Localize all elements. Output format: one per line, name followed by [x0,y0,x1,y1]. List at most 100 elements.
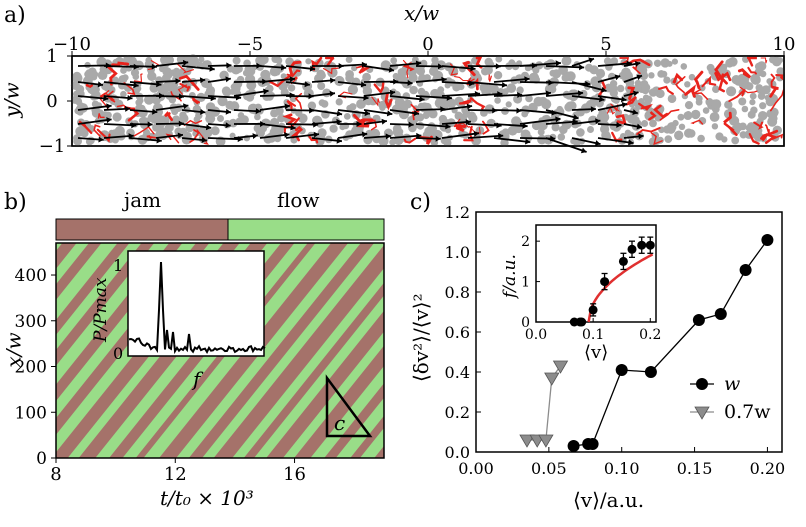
flow-stripe [143,243,332,458]
y-tick-label: 0.4 [445,363,470,382]
particle [538,120,548,131]
force-chain [133,126,155,137]
arrow-head [555,60,561,67]
particle [75,126,86,137]
particle [221,86,231,96]
arrow-head [600,86,607,93]
particle [481,67,490,76]
particle [641,86,650,95]
velocity-arrow [311,109,343,116]
particle [362,72,371,82]
particle [698,117,707,125]
data-point-w [714,308,727,320]
particle [493,71,503,80]
particle [275,56,283,64]
velocity-arrow [233,89,269,97]
arrow-head [127,95,133,101]
velocity-arrow [441,81,475,85]
force-chain [723,122,738,136]
arrow-head [330,77,336,84]
force-chain [728,88,746,103]
particle [417,87,426,96]
arrow-head [580,147,587,154]
velocity-arrow [441,105,473,111]
velocity-arrow [363,65,395,72]
particle [70,80,80,90]
particle [345,56,353,63]
particle [741,105,749,113]
force-chain [723,111,732,124]
particle [234,64,243,73]
force-chain [454,76,470,82]
particle [210,126,220,136]
arrow-head [408,121,414,128]
panel-b-ticks: 8 12 16 0 100 200 300 400 [15,266,306,485]
data-point-07w [538,434,554,448]
force-chain [637,102,653,111]
particle [205,85,216,96]
arrow-head [636,74,642,81]
arrow-head [308,93,314,100]
legend-label-07w: 0.7w [724,401,771,423]
flow-stripe [56,243,118,320]
velocity-arrow [571,95,605,101]
particle [179,111,187,119]
particle [749,99,756,106]
arrow-head [151,63,157,70]
particle [769,56,777,64]
velocity-arrow [441,65,476,70]
particle [181,134,192,145]
particle [362,86,373,96]
arrow-head [588,57,594,64]
particle [709,112,720,122]
particle [114,125,125,137]
particle [428,109,438,119]
velocity-arrow [571,81,607,92]
particle [320,100,329,108]
particle [695,98,703,106]
force-chain [105,90,116,103]
force-chain [760,57,768,64]
arrow-head [386,110,393,117]
force-chain [106,65,118,86]
arrow-head [284,132,290,138]
data-point-w [739,264,752,276]
panel-a-label: a) [4,3,26,28]
particle [290,136,298,144]
velocity-arrow [363,91,396,97]
particle [587,126,594,133]
inset-data-point [600,277,610,287]
force-chain [737,68,752,79]
particle [754,62,763,71]
y-tick-label: 0 [46,91,57,112]
particle [217,115,224,122]
arrow-head [634,61,641,67]
particle [228,118,238,128]
force-chain [282,113,298,126]
flow-stripe [202,243,384,458]
particle [609,80,618,88]
force-chain [93,124,101,137]
particle [257,57,266,67]
particle [171,108,179,116]
force-chain [658,85,674,95]
force-chain [384,92,393,111]
data-point-w [644,366,657,378]
force-chain [288,60,302,76]
force-chain [746,56,757,67]
velocity-arrow [545,109,579,120]
force-chain [690,119,704,125]
y-tick-label: 0.0 [445,443,470,462]
arrow-head [263,88,269,95]
x-tick-label: 0.05 [531,459,567,478]
force-chain [365,119,378,131]
arrow-head [638,133,644,140]
velocity-arrow [415,78,447,83]
particle [738,97,747,106]
particle [506,83,517,93]
velocity-arrow [519,117,561,125]
panel-c-ticks: 0.00 0.05 0.10 0.15 0.200.00.20.40.60.81.01.… [445,203,786,478]
force-chain [760,129,779,140]
particle [557,133,566,141]
particle [240,115,249,125]
